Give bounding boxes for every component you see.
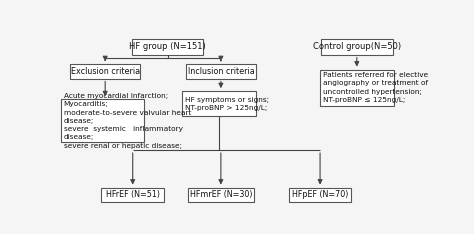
FancyBboxPatch shape bbox=[321, 39, 392, 55]
FancyBboxPatch shape bbox=[101, 187, 164, 202]
Text: HF symptoms or signs;
NT-proBNP > 125ng/L;: HF symptoms or signs; NT-proBNP > 125ng/… bbox=[185, 97, 269, 111]
Text: Exclusion criteria: Exclusion criteria bbox=[71, 67, 140, 76]
FancyBboxPatch shape bbox=[320, 69, 393, 106]
FancyBboxPatch shape bbox=[188, 187, 254, 202]
FancyBboxPatch shape bbox=[186, 64, 256, 79]
Text: HF group (N=151): HF group (N=151) bbox=[129, 43, 206, 51]
Text: Inclusion criteria: Inclusion criteria bbox=[188, 67, 254, 76]
FancyBboxPatch shape bbox=[61, 99, 145, 143]
Text: Control group(N=50): Control group(N=50) bbox=[313, 43, 401, 51]
FancyBboxPatch shape bbox=[289, 187, 351, 202]
Text: HFrEF (N=51): HFrEF (N=51) bbox=[106, 190, 160, 199]
Text: HFpEF (N=70): HFpEF (N=70) bbox=[292, 190, 348, 199]
Text: Acute myocardial infarction;
Myocarditis;
moderate-to-severe valvular heart
dise: Acute myocardial infarction; Myocarditis… bbox=[64, 93, 191, 149]
Text: HFmrEF (N=30): HFmrEF (N=30) bbox=[190, 190, 252, 199]
FancyBboxPatch shape bbox=[70, 64, 140, 79]
FancyBboxPatch shape bbox=[132, 39, 203, 55]
Text: Patients referred for elective
angiography or treatment of
uncontrolled hyperten: Patients referred for elective angiograp… bbox=[323, 72, 428, 103]
FancyBboxPatch shape bbox=[182, 91, 256, 116]
